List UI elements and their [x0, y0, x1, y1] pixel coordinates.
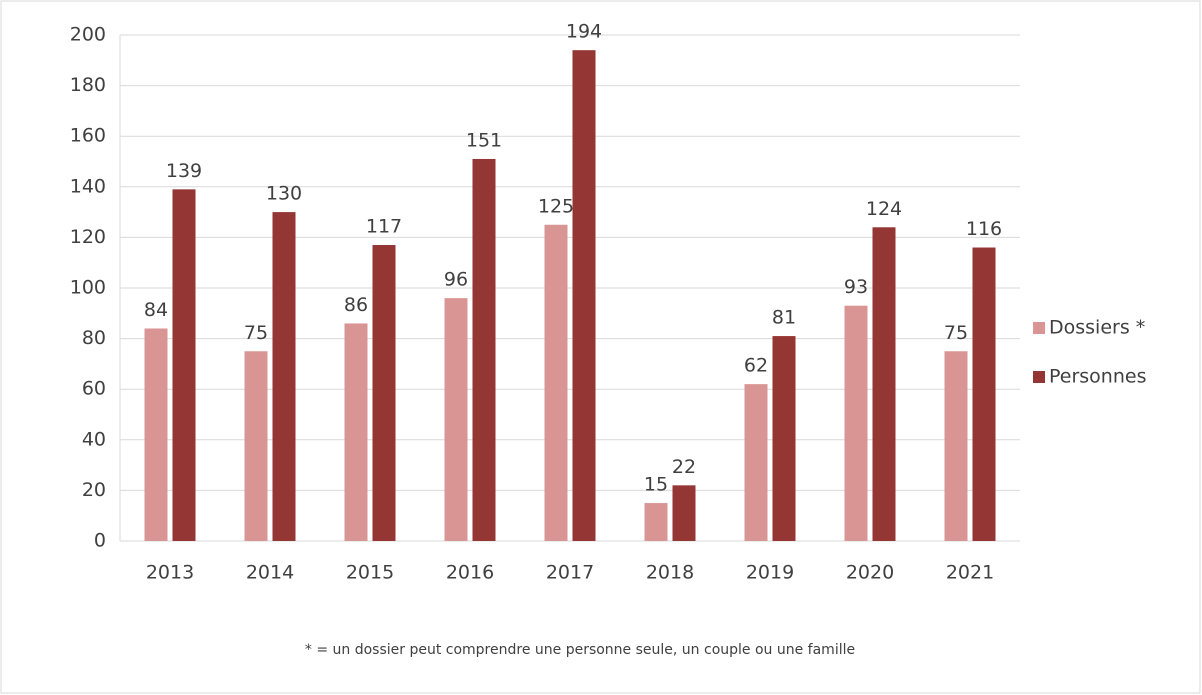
bar — [544, 224, 568, 541]
bar — [244, 351, 268, 541]
footnote: * = un dossier peut comprendre une perso… — [305, 642, 855, 658]
bar — [772, 336, 796, 541]
data-label: 139 — [166, 160, 202, 182]
data-label: 130 — [266, 183, 302, 205]
data-label: 194 — [566, 21, 602, 43]
bar — [172, 189, 196, 541]
y-tick-label: 120 — [70, 226, 106, 248]
data-label: 75 — [244, 322, 268, 344]
bar — [444, 298, 468, 541]
data-label: 116 — [966, 218, 1002, 240]
x-tick-label: 2015 — [346, 562, 394, 584]
legend-label: Personnes — [1049, 366, 1146, 388]
x-tick-label: 2017 — [546, 562, 594, 584]
bar — [472, 158, 496, 541]
bar — [944, 351, 968, 541]
legend-label: Dossiers * — [1049, 317, 1145, 339]
x-tick-label: 2013 — [146, 562, 194, 584]
y-tick-label: 0 — [94, 530, 106, 552]
x-tick-label: 2014 — [246, 562, 294, 584]
x-tick-label: 2019 — [746, 562, 794, 584]
x-tick-label: 2020 — [846, 562, 894, 584]
data-label: 151 — [466, 129, 502, 151]
bar — [844, 305, 868, 541]
y-tick-label: 20 — [82, 479, 106, 501]
bar — [344, 323, 368, 541]
y-tick-label: 60 — [82, 378, 106, 400]
legend-swatch — [1033, 371, 1045, 383]
y-tick-label: 80 — [82, 327, 106, 349]
x-tick-label: 2016 — [446, 562, 494, 584]
bar — [744, 384, 768, 541]
data-label: 124 — [866, 198, 902, 220]
y-tick-label: 160 — [70, 125, 106, 147]
bar — [372, 244, 396, 542]
data-label: 15 — [644, 474, 668, 496]
x-tick-label: 2021 — [946, 562, 994, 584]
data-label: 62 — [744, 355, 768, 377]
data-label: 93 — [844, 276, 868, 298]
data-label: 125 — [538, 195, 574, 217]
bar — [272, 212, 296, 541]
y-tick-label: 100 — [70, 277, 106, 299]
y-tick-label: 200 — [70, 24, 106, 46]
data-label: 96 — [444, 269, 468, 291]
bar — [872, 227, 896, 541]
y-tick-label: 40 — [82, 428, 106, 450]
bar — [972, 247, 996, 541]
bar — [644, 503, 668, 541]
data-label: 117 — [366, 215, 402, 237]
data-label: 75 — [944, 322, 968, 344]
x-tick-label: 2018 — [646, 562, 694, 584]
bar — [672, 485, 696, 541]
y-tick-label: 140 — [70, 175, 106, 197]
bar — [572, 50, 596, 542]
data-label: 84 — [144, 299, 168, 321]
y-tick-label: 180 — [70, 74, 106, 96]
legend-swatch — [1033, 322, 1045, 334]
bar — [144, 328, 168, 541]
data-label: 86 — [344, 294, 368, 316]
data-label: 81 — [772, 307, 796, 329]
data-label: 22 — [672, 456, 696, 478]
